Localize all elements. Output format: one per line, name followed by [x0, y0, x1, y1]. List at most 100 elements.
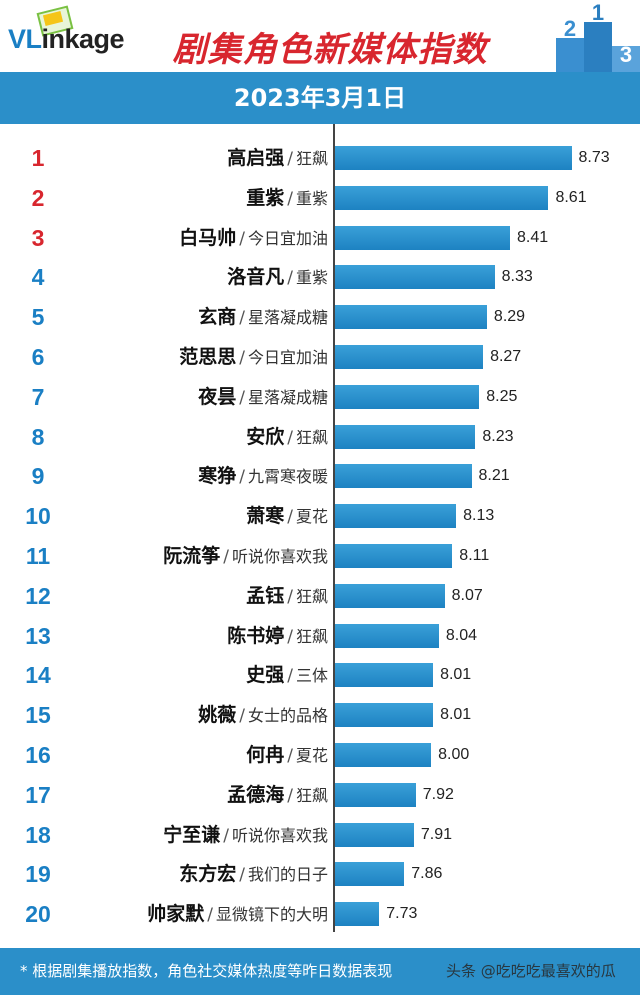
- chart-row: 12 孟钰 / 狂飙 8.07: [0, 577, 640, 615]
- bar-value-label: 8.33: [501, 268, 533, 286]
- bar: [335, 265, 495, 290]
- bar: [335, 146, 572, 170]
- bar-label: 帅家默 / 显微镜下的大明: [60, 895, 328, 933]
- character-name: 寒狰: [198, 465, 237, 488]
- bar-label: 东方宏 / 我们的日子: [60, 855, 328, 893]
- bar-value-label: 8.25: [486, 387, 518, 405]
- bar-value-label: 8.00: [438, 746, 470, 763]
- logo-rest: inkage: [41, 24, 125, 54]
- label-separator: /: [223, 547, 229, 567]
- label-separator: /: [287, 785, 293, 806]
- rank-number: 11: [25, 543, 51, 569]
- character-name: 高启强: [227, 147, 285, 169]
- drama-name: 狂飙: [295, 586, 328, 606]
- drama-name: 夏花: [295, 507, 328, 527]
- rank-number: 16: [25, 742, 51, 768]
- rank-number: 14: [25, 662, 51, 689]
- character-name: 史强: [246, 664, 285, 687]
- header: VLinkage 剧集角色新媒体指数 2 1 3: [0, 0, 640, 72]
- bar: [335, 862, 405, 887]
- svg-text:1: 1: [592, 0, 604, 25]
- brand-logo: VLinkage: [8, 24, 125, 55]
- label-separator: /: [239, 308, 245, 329]
- chart-row: 8 安欣 / 狂飙 8.23: [0, 418, 640, 456]
- bar: [335, 782, 416, 807]
- bar-label: 孟德海 / 狂飙: [60, 776, 328, 814]
- rank-number: 3: [31, 224, 45, 251]
- bar: [335, 703, 434, 728]
- label-separator: /: [207, 905, 213, 926]
- bar-value-label: 8.73: [578, 149, 610, 166]
- bar-value-label: 8.07: [451, 586, 483, 604]
- rank-number: 1: [31, 145, 45, 171]
- label-separator: /: [287, 427, 293, 448]
- bar-label: 姚薇 / 女士的品格: [60, 696, 328, 734]
- svg-text:2: 2: [564, 16, 576, 41]
- bar-value-label: 8.41: [517, 228, 549, 246]
- bar: [335, 822, 414, 847]
- drama-name: 三体: [295, 666, 328, 686]
- chart-row: 15 姚薇 / 女士的品格 8.01: [0, 696, 640, 734]
- chart-axis: [333, 124, 335, 932]
- character-name: 玄商: [198, 306, 237, 329]
- character-name: 东方宏: [179, 863, 237, 886]
- drama-name: 星落凝成糖: [247, 387, 328, 407]
- drama-name: 听说你喜欢我: [231, 547, 328, 566]
- bar-label: 夜昙 / 星落凝成糖: [60, 378, 328, 416]
- chart-row: 5 玄商 / 星落凝成糖 8.29: [0, 298, 640, 336]
- bar-label: 萧寒 / 夏花: [60, 497, 328, 535]
- drama-name: 狂飙: [295, 785, 328, 805]
- label-separator: /: [239, 387, 245, 408]
- chart-row: 20 帅家默 / 显微镜下的大明 7.73: [0, 895, 640, 933]
- bar-value-label: 8.11: [459, 547, 490, 564]
- drama-name: 重紫: [295, 268, 328, 288]
- date-banner: 2023年3月1日: [0, 72, 640, 124]
- character-name: 孟德海: [227, 783, 285, 806]
- label-separator: /: [239, 706, 245, 727]
- label-separator: /: [239, 865, 245, 886]
- bar: [335, 384, 480, 409]
- label-separator: /: [287, 666, 293, 687]
- character-name: 范思思: [179, 346, 237, 368]
- bar-value-label: 8.21: [478, 467, 510, 485]
- bar-label: 洛音凡 / 重紫: [60, 258, 328, 296]
- rank-number: 18: [25, 821, 51, 848]
- drama-name: 狂飙: [295, 149, 328, 168]
- chart-row: 13 陈书婷 / 狂飙 8.04: [0, 617, 640, 655]
- label-separator: /: [239, 467, 245, 488]
- bar-value-label: 8.27: [490, 348, 522, 365]
- bar-value-label: 8.29: [493, 308, 526, 326]
- character-name: 陈书婷: [227, 624, 285, 647]
- drama-name: 今日宜加油: [247, 348, 328, 367]
- label-separator: /: [239, 348, 245, 368]
- drama-name: 重紫: [295, 188, 328, 208]
- chart-row: 17 孟德海 / 狂飙 7.92: [0, 776, 640, 814]
- bar: [335, 345, 484, 369]
- bar-label: 何冉 / 夏花: [60, 736, 328, 774]
- bar-value-label: 7.86: [411, 865, 443, 883]
- bar-label: 宁至谦 / 听说你喜欢我: [60, 816, 328, 854]
- bar-value-label: 8.01: [440, 666, 472, 684]
- label-separator: /: [287, 268, 293, 289]
- bar: [335, 544, 453, 568]
- bar: [335, 464, 472, 489]
- bar-value-label: 8.01: [440, 706, 472, 724]
- drama-name: 女士的品格: [247, 706, 328, 726]
- rank-number: 2: [31, 184, 45, 211]
- bar: [335, 663, 434, 688]
- rank-number: 4: [31, 264, 45, 291]
- character-name: 白马帅: [179, 226, 237, 249]
- footnote: * 根据剧集播放指数，角色社交媒体热度等昨日数据表现: [20, 962, 393, 980]
- drama-name: 星落凝成糖: [247, 308, 328, 328]
- character-name: 帅家默: [147, 903, 205, 926]
- bar-value-label: 8.61: [555, 188, 587, 206]
- bar: [335, 424, 476, 449]
- label-separator: /: [287, 188, 293, 209]
- chart-row: 16 何冉 / 夏花 8.00: [0, 736, 640, 774]
- rank-number: 12: [25, 582, 51, 609]
- bar-value-label: 8.04: [445, 626, 477, 644]
- chart-row: 3 白马帅 / 今日宜加油 8.41: [0, 219, 640, 257]
- bar-value-label: 8.13: [463, 507, 495, 525]
- rank-number: 6: [31, 344, 45, 370]
- character-name: 夜昙: [198, 385, 237, 408]
